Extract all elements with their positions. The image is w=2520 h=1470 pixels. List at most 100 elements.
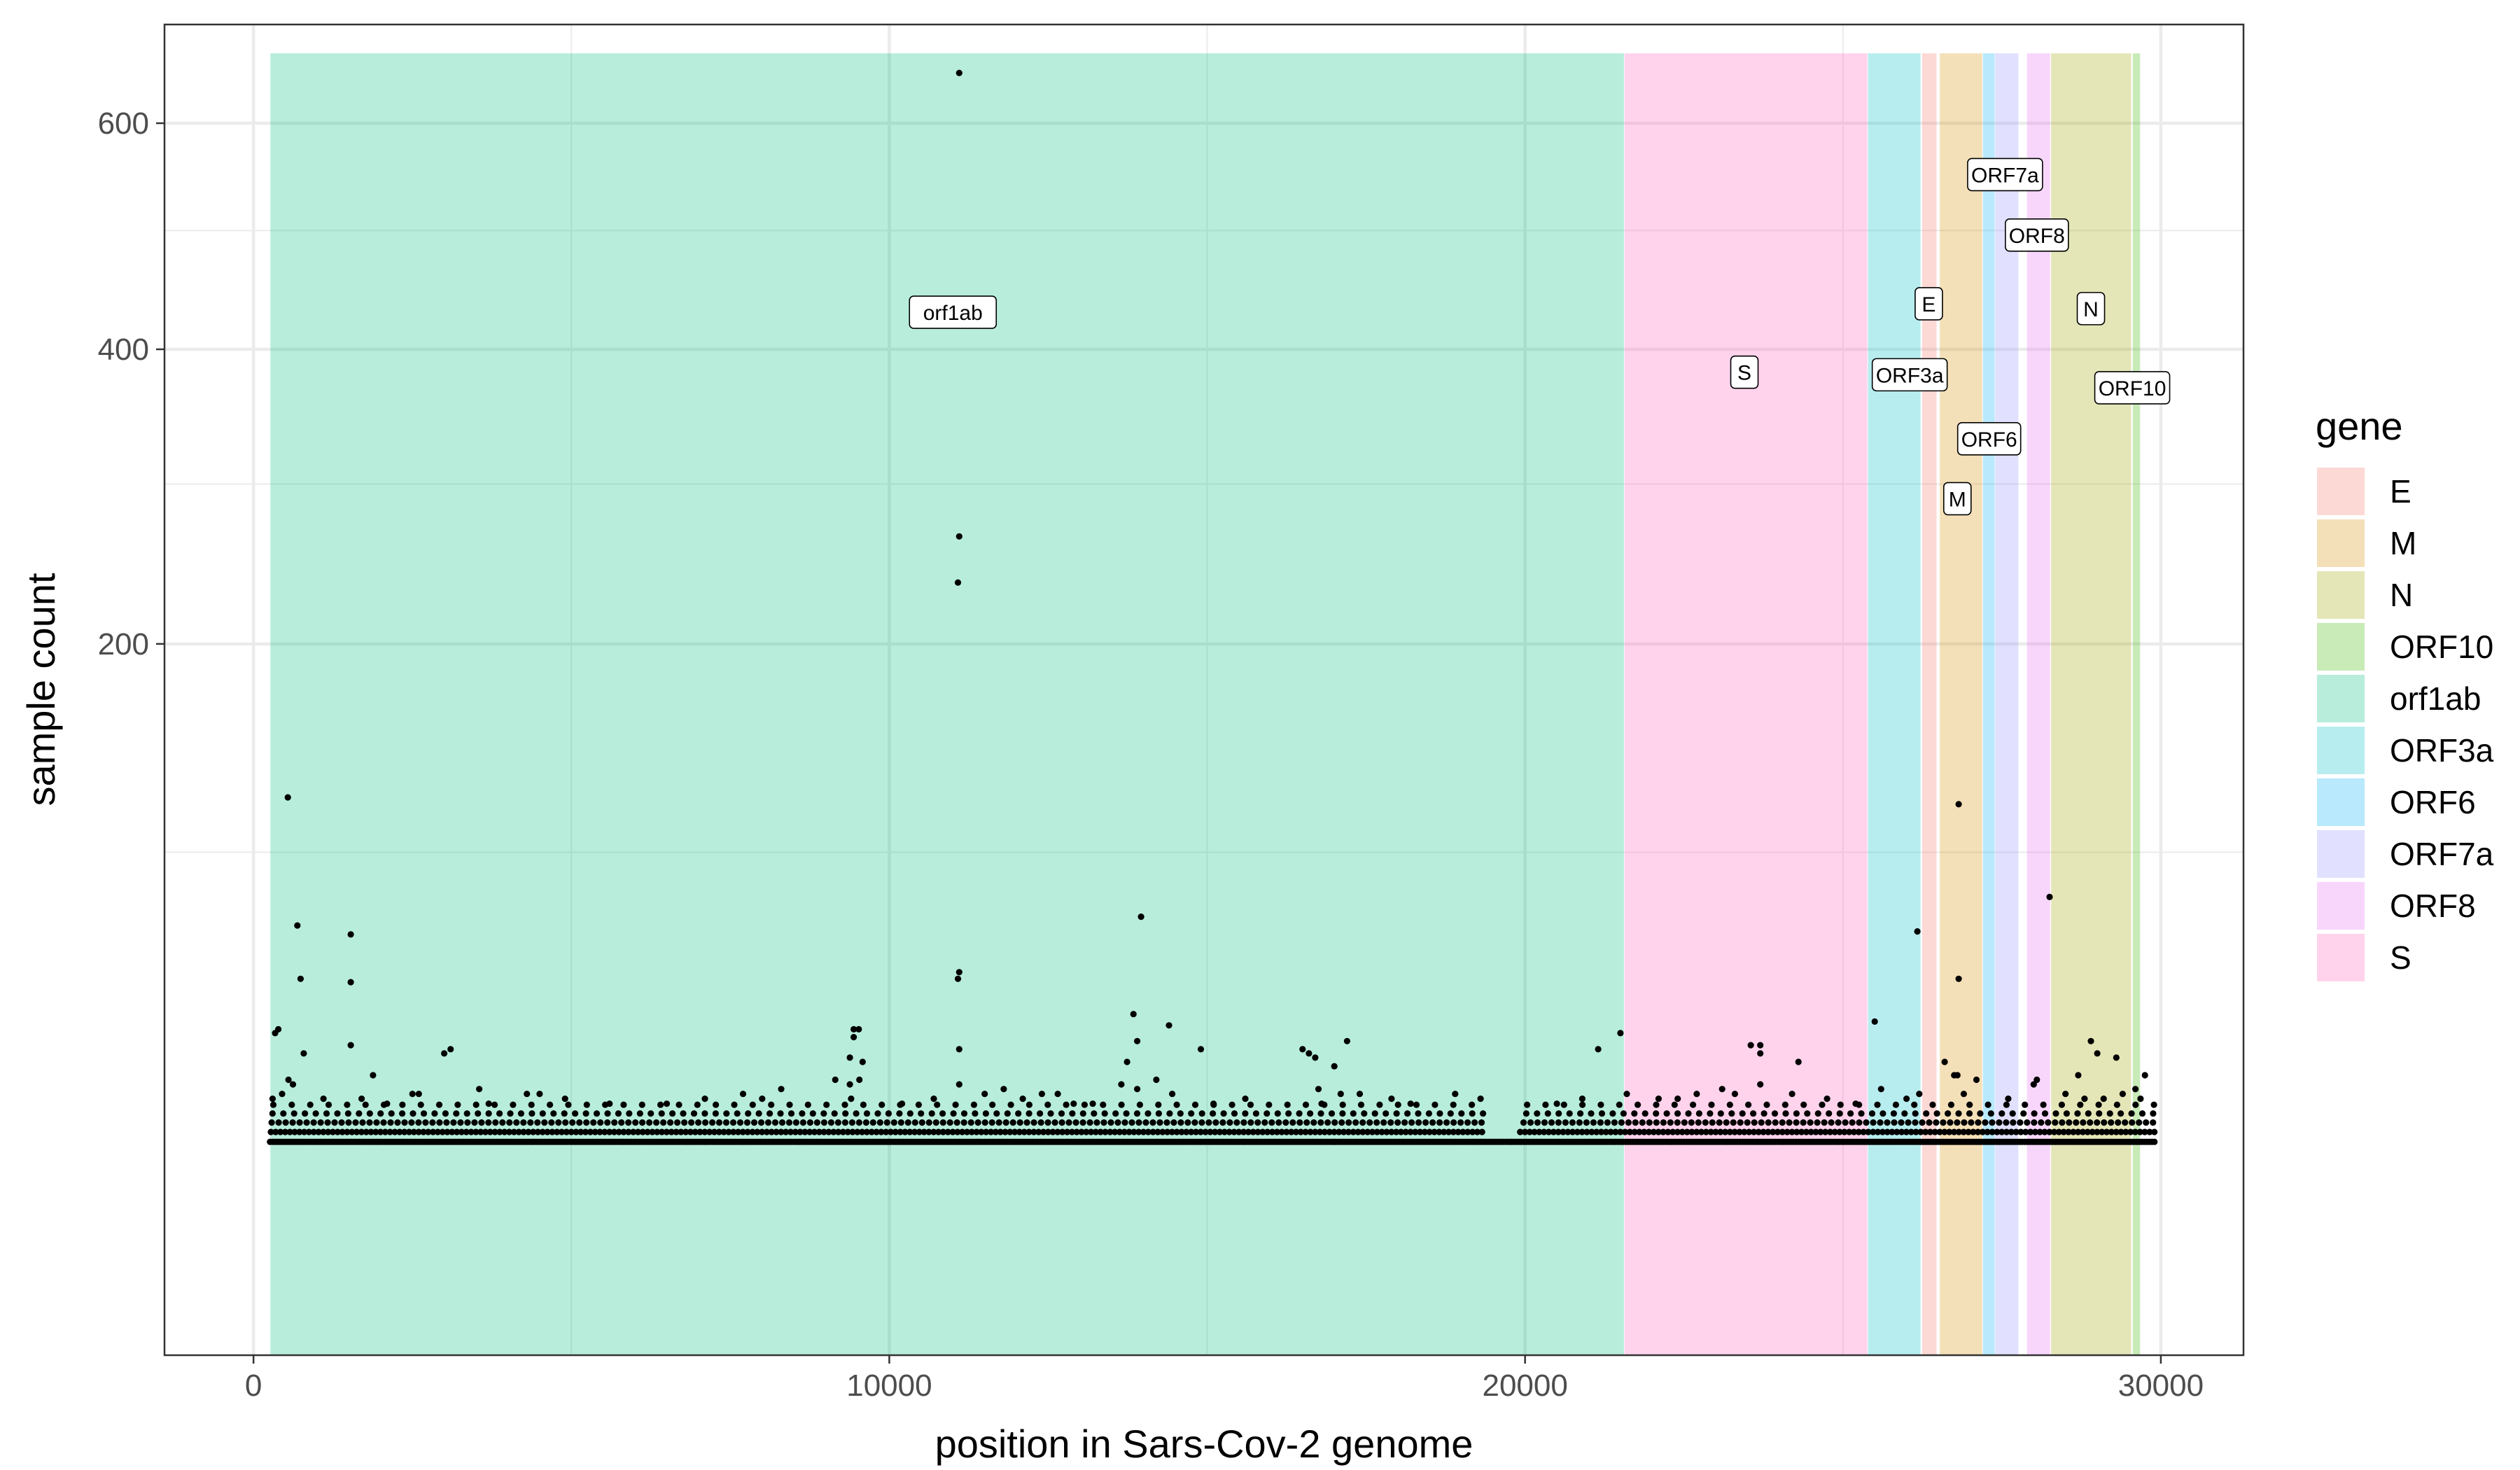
gene-regions (270, 53, 2141, 1356)
data-point (1722, 1128, 1729, 1135)
data-point (1091, 1110, 1098, 1117)
data-point (1478, 1128, 1485, 1135)
data-point (1917, 1128, 1924, 1135)
data-point (696, 1128, 704, 1135)
data-point (1884, 1119, 1891, 1126)
data-point (399, 1110, 406, 1117)
data-point (1951, 1072, 1958, 1079)
data-point (1553, 1100, 1560, 1107)
data-point (2113, 1101, 2120, 1108)
data-point (1054, 1091, 1061, 1098)
data-point (2132, 1086, 2139, 1093)
data-point (561, 1096, 568, 1102)
data-point (1541, 1119, 1548, 1126)
data-point (1707, 1128, 1714, 1135)
data-point (1588, 1110, 1595, 1117)
data-point (1417, 1128, 1424, 1135)
data-point (911, 1119, 918, 1126)
data-point (1604, 1119, 1611, 1126)
data-point (541, 1119, 548, 1126)
data-point (1338, 1119, 1345, 1126)
data-point (1073, 1128, 1080, 1135)
data-point (1178, 1128, 1185, 1135)
data-point (525, 1128, 532, 1135)
data-point (1562, 1119, 1569, 1126)
data-point (1457, 1119, 1464, 1126)
data-point (2033, 1076, 2040, 1084)
data-point (477, 1128, 484, 1135)
data-point (269, 1110, 276, 1117)
data-point (1268, 1128, 1276, 1135)
data-point (1331, 1128, 1338, 1135)
data-point (2094, 1050, 2101, 1057)
legend-key-e (2317, 468, 2365, 515)
data-point (1078, 1128, 1085, 1135)
data-point (415, 1091, 422, 1098)
data-point (1296, 1110, 1303, 1117)
data-point (825, 1128, 832, 1135)
data-point (1259, 1128, 1266, 1135)
data-point (534, 1119, 541, 1126)
scatter-points (267, 69, 2158, 1145)
data-point (1548, 1119, 1555, 1126)
data-point (1321, 1128, 1328, 1135)
data-point (1383, 1128, 1390, 1135)
data-point (1331, 1063, 1338, 1070)
data-point (417, 1101, 424, 1108)
data-point (701, 1128, 708, 1135)
data-point (2041, 1128, 2048, 1135)
data-point (1674, 1096, 1681, 1102)
data-point (723, 1110, 730, 1117)
data-point (618, 1119, 625, 1126)
plot-panel-border (163, 23, 2245, 1357)
data-point (562, 1119, 569, 1126)
data-point (863, 1128, 870, 1135)
data-point (1741, 1128, 1748, 1135)
data-point (1121, 1119, 1128, 1126)
data-point (636, 1110, 643, 1117)
data-point (1717, 1128, 1724, 1135)
data-point (1731, 1091, 1738, 1098)
data-point (755, 1110, 762, 1117)
data-point (2128, 1110, 2135, 1117)
data-point (878, 1101, 886, 1108)
data-point (363, 1128, 370, 1135)
data-point (1774, 1128, 1782, 1135)
data-point (1130, 1128, 1138, 1135)
data-point (1688, 1128, 1695, 1135)
data-point (1955, 1110, 1962, 1117)
data-point (1302, 1101, 1310, 1108)
data-point (778, 1086, 785, 1093)
data-point (883, 1128, 890, 1135)
data-point (1425, 1110, 1432, 1117)
data-point (1177, 1119, 1184, 1126)
data-point (1247, 1119, 1254, 1126)
gene-label-box (1871, 358, 1948, 392)
data-point (1800, 1119, 1807, 1126)
data-point (1247, 1101, 1254, 1108)
data-point (1236, 1128, 1242, 1135)
data-point (1202, 1128, 1209, 1135)
data-point (539, 1128, 546, 1135)
data-point (1574, 1128, 1581, 1135)
data-point (2065, 1128, 2072, 1135)
data-point (739, 1128, 746, 1135)
data-point (281, 1128, 288, 1135)
data-point (1107, 1128, 1114, 1135)
data-point (1693, 1128, 1700, 1135)
data-point (1758, 1119, 1765, 1126)
data-point (2031, 1119, 2038, 1126)
data-point (1819, 1101, 1826, 1108)
data-point (771, 1119, 779, 1126)
data-point (1397, 1128, 1404, 1135)
data-point (1312, 1128, 1319, 1135)
data-point (1443, 1119, 1450, 1126)
data-point (1716, 1119, 1723, 1126)
data-point (768, 1128, 775, 1135)
data-point (2150, 1101, 2157, 1108)
data-point (1631, 1128, 1638, 1135)
x-tick-label: 0 (245, 1368, 262, 1403)
data-point (528, 1110, 536, 1117)
data-point (1393, 1110, 1400, 1117)
data-point (366, 1110, 373, 1117)
